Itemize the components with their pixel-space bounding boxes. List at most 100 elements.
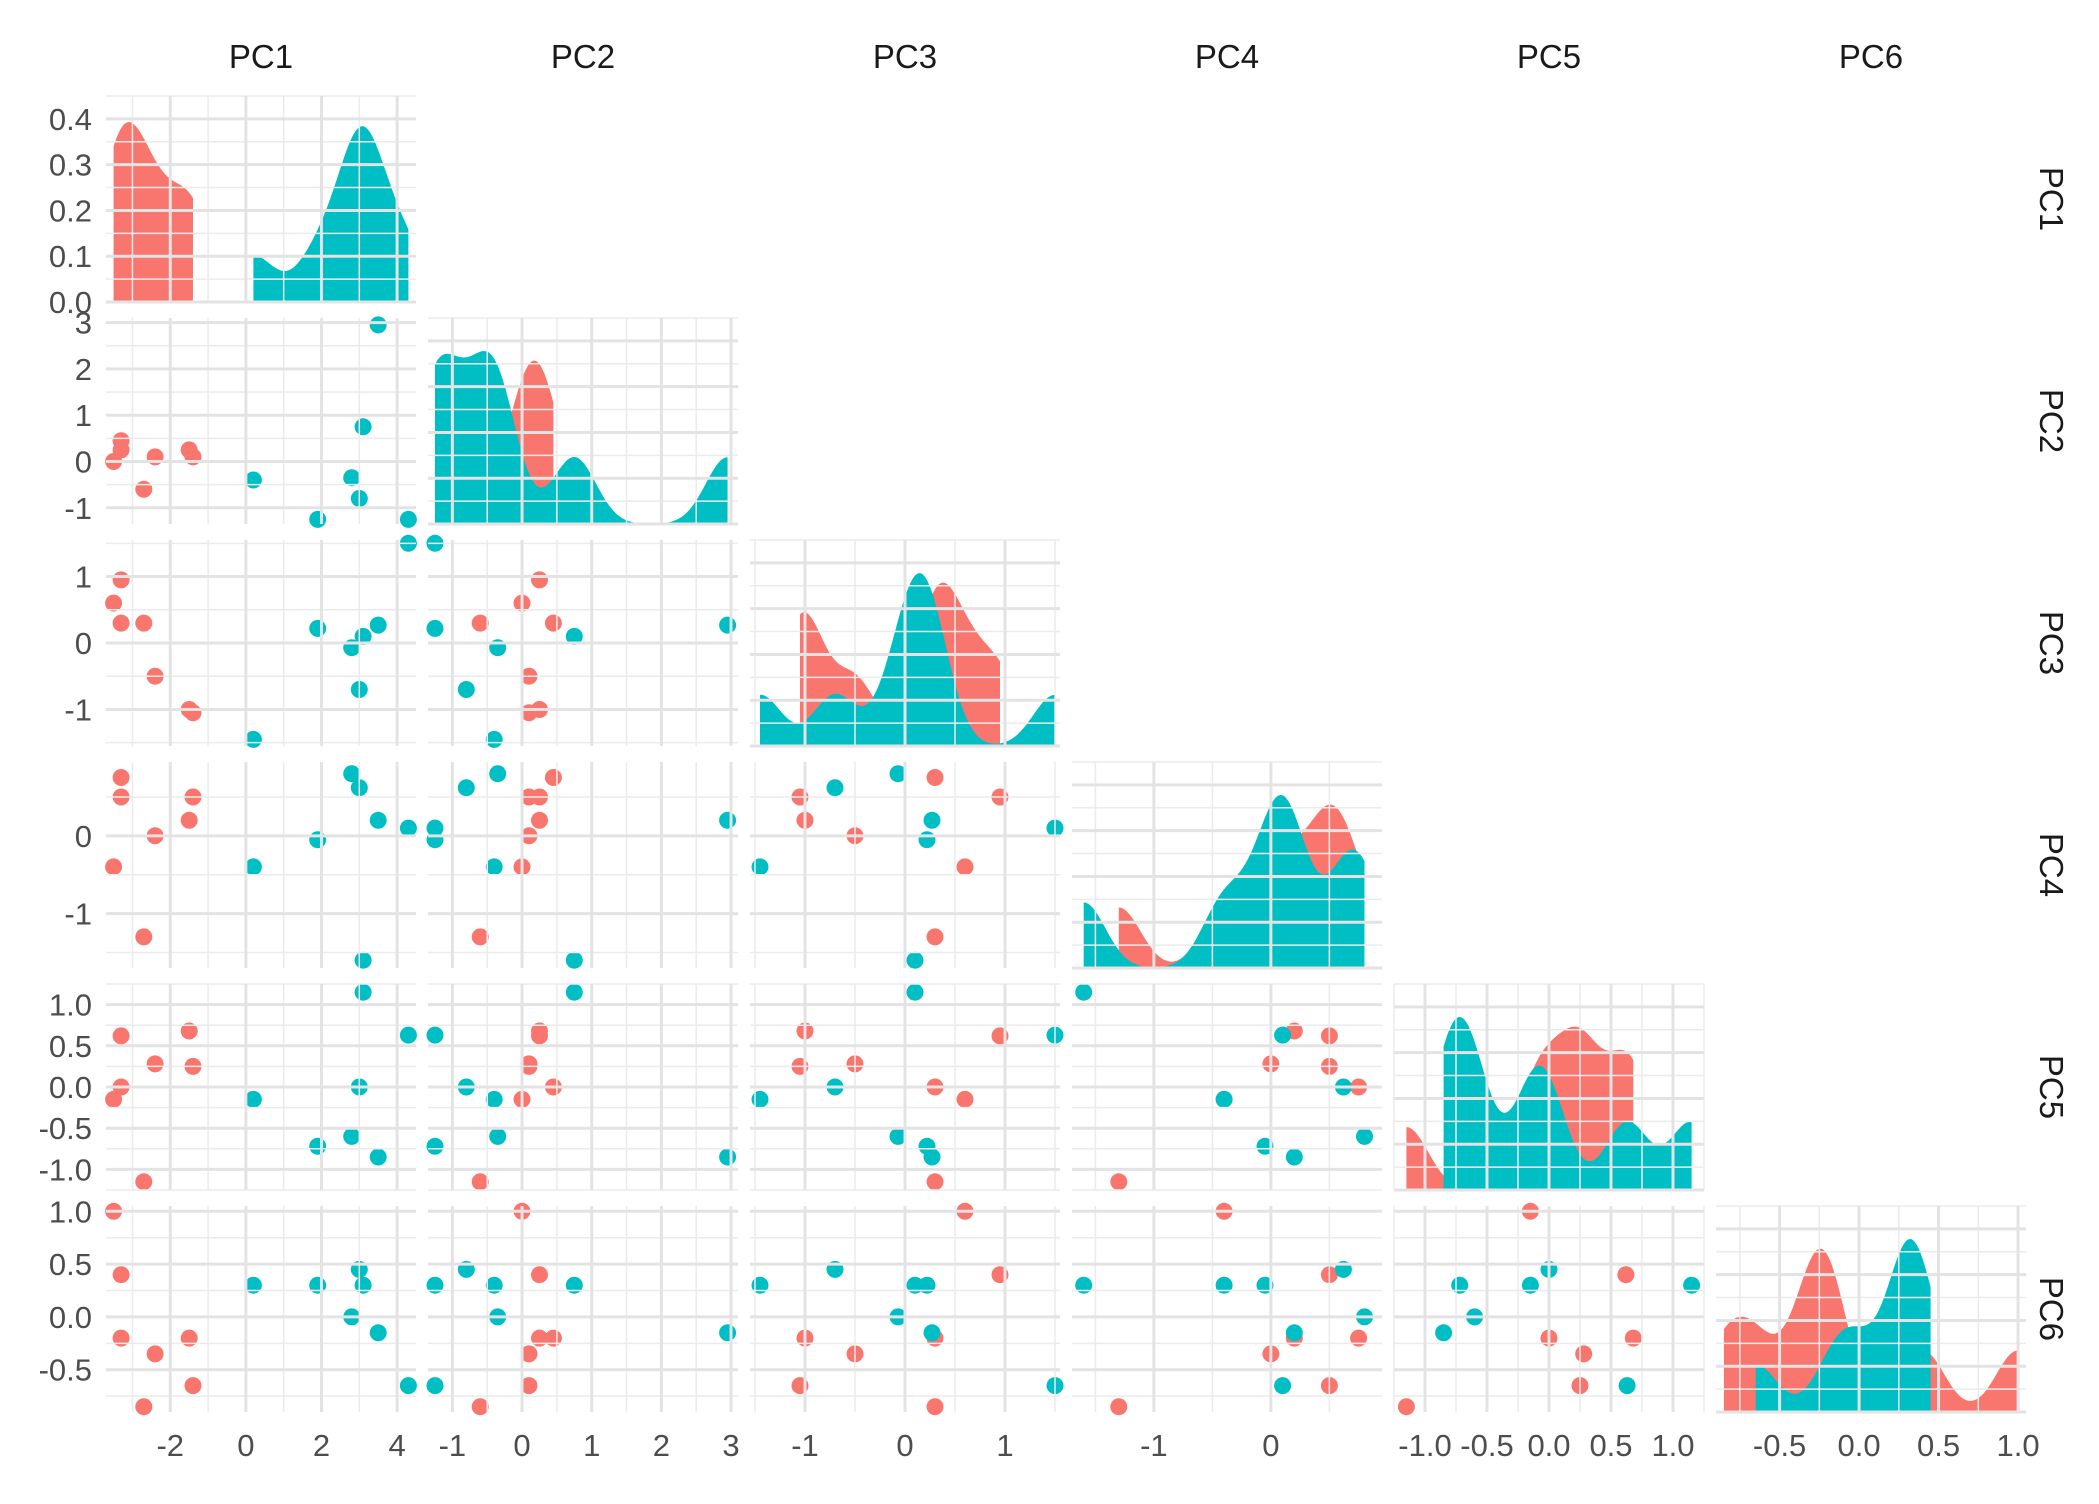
x-tick-label: 4 [388, 1428, 405, 1463]
x-tick-label: 2 [653, 1428, 670, 1463]
x-tick-label: 1 [583, 1428, 600, 1463]
row-header-pc3: PC3 [2033, 611, 2070, 675]
point-teal [309, 619, 327, 637]
y-tick-label: 1.0 [49, 988, 92, 1023]
point-teal [906, 1276, 924, 1294]
point-red [1397, 1398, 1415, 1416]
point-red [146, 1055, 164, 1073]
point-red [1617, 1266, 1635, 1284]
point-teal [354, 983, 372, 1001]
point-red [105, 858, 123, 876]
density-area-red [1723, 1248, 2019, 1412]
point-teal [426, 619, 444, 637]
point-teal [426, 1377, 444, 1395]
point-teal [751, 858, 769, 876]
point-teal [244, 730, 262, 748]
point-teal [457, 681, 475, 698]
point-teal [244, 1276, 262, 1294]
point-teal [309, 510, 327, 528]
x-tick-label: -1 [1140, 1428, 1168, 1463]
point-red [135, 614, 153, 632]
point-teal [565, 1276, 583, 1294]
column-header-pc1: PC1 [229, 38, 293, 75]
y-tick-label: 3 [75, 306, 92, 341]
point-teal [426, 819, 444, 837]
y-tick-label: -1 [64, 897, 92, 932]
point-teal [369, 1148, 387, 1166]
point-teal [399, 1026, 417, 1044]
x-tick-label: 0 [513, 1428, 530, 1463]
row-header-pc4: PC4 [2033, 833, 2070, 897]
point-teal [1285, 1148, 1303, 1166]
point-red [135, 480, 153, 498]
point-red [471, 1398, 489, 1416]
point-teal [1256, 1276, 1274, 1294]
point-teal [369, 616, 387, 634]
y-tick-label: 0.3 [49, 148, 92, 183]
point-teal [923, 811, 941, 829]
point-teal [244, 858, 262, 876]
point-teal [1274, 1377, 1292, 1395]
panel-pc6-vs-pc1 [105, 1202, 417, 1416]
y-tick-label: -0.5 [39, 1353, 92, 1388]
point-red [531, 1022, 548, 1040]
point-red [544, 1329, 562, 1347]
point-teal [889, 765, 907, 783]
point-teal [489, 1127, 507, 1145]
y-tick-label: 0 [75, 626, 92, 661]
point-teal [565, 627, 583, 645]
point-red [926, 769, 944, 786]
point-teal [457, 779, 475, 797]
point-teal [426, 1026, 444, 1044]
x-tick-label: -1 [791, 1428, 819, 1463]
panel-pc6-vs-pc2 [426, 1202, 737, 1416]
point-teal [1618, 1377, 1636, 1395]
point-red [531, 1329, 548, 1347]
point-red [926, 1398, 944, 1416]
x-tick-label: -1 [439, 1428, 467, 1463]
row-header-pc6: PC6 [2033, 1277, 2070, 1341]
x-tick-label: -0.5 [1460, 1428, 1513, 1463]
density-area-teal [1443, 1017, 1692, 1190]
y-tick-label: 0.1 [49, 239, 92, 274]
point-teal [343, 469, 361, 487]
point-teal [309, 1137, 327, 1155]
point-red [471, 1173, 489, 1191]
x-tick-label: 0 [237, 1428, 254, 1463]
point-red [926, 928, 944, 946]
point-red [135, 928, 153, 946]
scatter-pc5-pc2-grid [428, 983, 738, 1191]
point-teal [1683, 1276, 1701, 1294]
point-teal [826, 779, 844, 797]
point-teal [1274, 1026, 1292, 1044]
y-tick-label: 0.2 [49, 193, 92, 228]
x-tick-label: 0 [896, 1428, 913, 1463]
row-header-pc5: PC5 [2033, 1055, 2070, 1119]
point-red [112, 1027, 130, 1045]
point-red [956, 1090, 974, 1108]
point-red [1624, 1329, 1642, 1347]
point-red [1110, 1398, 1128, 1416]
point-teal [719, 616, 737, 634]
panel-pc5-vs-pc5 [1406, 1017, 1692, 1190]
density-area-teal [1755, 1239, 1931, 1412]
point-teal [906, 951, 924, 969]
point-teal [244, 471, 262, 489]
point-teal [426, 1276, 444, 1294]
scatter-pc4-pc1-grid [106, 762, 416, 968]
point-teal [1435, 1324, 1453, 1342]
point-teal [485, 858, 503, 876]
point-red [926, 1173, 944, 1191]
point-teal [244, 1090, 262, 1108]
point-teal [923, 1324, 941, 1342]
panel-pc6-vs-pc6 [1723, 1239, 2019, 1412]
column-header-pc2: PC2 [551, 38, 615, 75]
point-teal [1215, 1276, 1233, 1294]
y-tick-label: 2 [75, 352, 92, 387]
point-red [146, 1345, 164, 1363]
scatter-pc6-pc4-grid [1072, 1206, 1382, 1412]
y-tick-label: 0.4 [49, 102, 92, 137]
panel-pc5-vs-pc1 [105, 983, 417, 1191]
point-teal [751, 1090, 769, 1108]
